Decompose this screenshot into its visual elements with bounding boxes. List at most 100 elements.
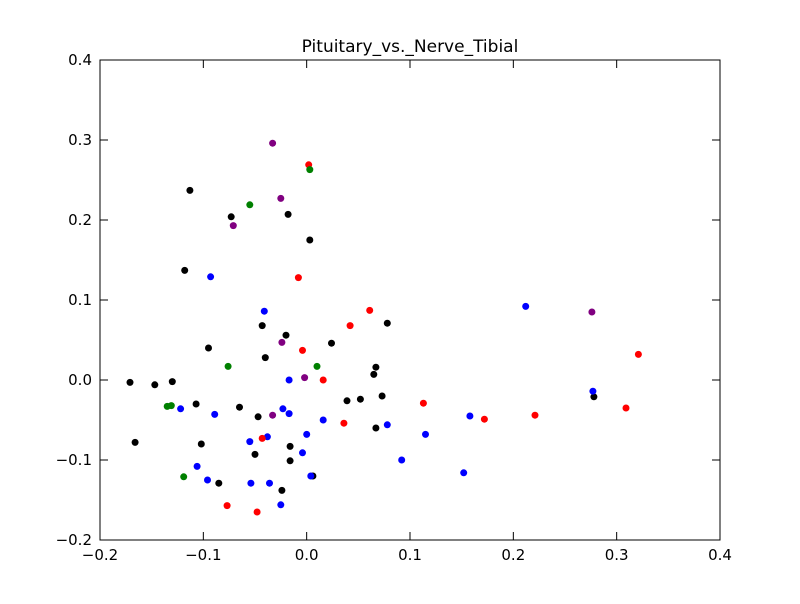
data-point-series-3 [224, 362, 232, 370]
x-tick-label: 0.0 [295, 546, 319, 564]
y-tick-label: 0.4 [68, 51, 92, 69]
data-point-series-0 [151, 381, 159, 389]
x-tick-label: −0.1 [185, 546, 221, 564]
data-point-series-1 [422, 430, 429, 438]
data-point-series-4 [588, 308, 596, 316]
data-point-series-0 [236, 403, 243, 411]
data-point-series-1 [319, 416, 327, 424]
x-tick-label: 0.2 [501, 546, 525, 564]
data-point-series-0 [192, 400, 200, 408]
data-points [126, 139, 642, 516]
data-point-series-1 [285, 376, 293, 384]
data-point-series-4 [229, 222, 237, 230]
data-point-series-0 [286, 457, 294, 465]
data-point-series-0 [370, 370, 378, 378]
data-point-series-0 [278, 486, 286, 494]
data-point-series-0 [356, 395, 364, 403]
data-point-series-2 [634, 350, 642, 358]
data-point-series-4 [269, 139, 277, 147]
data-point-series-0 [590, 393, 598, 401]
y-tick-label: 0.2 [68, 211, 92, 229]
data-point-series-1 [266, 479, 273, 487]
data-point-series-2 [319, 376, 327, 384]
data-point-series-0 [254, 413, 262, 421]
data-point-series-1 [398, 456, 406, 464]
data-point-series-1 [299, 449, 306, 457]
data-point-series-1 [177, 405, 185, 413]
data-point-series-1 [207, 273, 215, 281]
data-point-series-1 [522, 302, 530, 310]
data-point-series-2 [294, 274, 302, 282]
data-point-series-1 [307, 472, 315, 480]
data-point-series-0 [306, 236, 314, 244]
data-point-series-0 [284, 210, 292, 218]
data-point-series-2 [223, 502, 231, 510]
data-point-series-2 [531, 411, 539, 419]
data-point-series-0 [227, 213, 235, 221]
data-point-series-0 [215, 479, 223, 487]
data-point-series-0 [186, 186, 194, 194]
data-point-series-3 [180, 473, 188, 481]
data-point-series-2 [340, 419, 348, 427]
data-point-series-1 [211, 410, 219, 418]
data-point-series-2 [480, 415, 488, 423]
y-tick-label: 0.3 [68, 131, 92, 149]
data-point-series-0 [197, 440, 205, 448]
data-point-series-1 [285, 410, 293, 418]
data-point-series-2 [366, 306, 374, 314]
data-point-series-3 [246, 201, 254, 209]
data-point-series-1 [383, 421, 391, 429]
data-point-series-2 [346, 322, 354, 330]
data-point-series-1 [277, 501, 285, 509]
y-tick-label: −0.2 [56, 531, 92, 549]
x-tick-label: 0.4 [708, 546, 732, 564]
data-point-series-1 [460, 469, 468, 477]
data-point-series-0 [372, 363, 380, 371]
data-point-series-0 [378, 392, 386, 400]
data-point-series-0 [372, 424, 380, 432]
data-point-series-3 [313, 362, 321, 370]
data-point-series-1 [279, 405, 287, 413]
y-tick-label: −0.1 [56, 451, 92, 469]
x-tick-label: 0.1 [398, 546, 422, 564]
data-point-series-2 [253, 508, 261, 516]
data-point-series-0 [383, 319, 391, 327]
data-point-series-1 [466, 412, 474, 420]
data-point-series-2 [622, 404, 630, 412]
data-point-series-2 [299, 346, 306, 354]
data-point-series-0 [251, 450, 259, 458]
chart-title: Pituitary_vs._Nerve_Tibial [302, 37, 519, 57]
data-point-series-0 [181, 266, 189, 274]
data-point-series-2 [419, 399, 427, 407]
data-point-series-0 [258, 322, 266, 330]
data-point-series-0 [168, 378, 176, 386]
x-tick-label: 0.3 [605, 546, 629, 564]
data-point-series-1 [246, 438, 254, 446]
data-point-series-4 [301, 374, 309, 382]
data-point-series-4 [277, 194, 285, 202]
x-tick-label: −0.2 [82, 546, 118, 564]
data-point-series-3 [306, 166, 314, 174]
axis-ticks: −0.2 −0.1 0.0 0.1 0.2 0.3 0.4 −0.2 −0.1 0.0 0.1 0.2… [56, 51, 732, 564]
data-point-series-1 [204, 476, 211, 484]
y-tick-label: 0.0 [68, 371, 92, 389]
data-point-series-1 [260, 307, 268, 315]
data-point-series-0 [261, 354, 269, 362]
data-point-series-1 [589, 387, 597, 395]
data-point-series-0 [286, 442, 294, 450]
data-point-series-0 [328, 339, 335, 347]
y-tick-label: 0.1 [68, 291, 92, 309]
data-point-series-0 [343, 397, 351, 405]
data-point-series-0 [131, 438, 139, 446]
data-point-series-4 [278, 338, 286, 346]
data-point-series-0 [205, 344, 212, 352]
data-point-series-0 [126, 378, 134, 386]
data-point-series-1 [193, 462, 201, 470]
data-point-series-4 [269, 411, 277, 419]
data-point-series-1 [303, 430, 311, 438]
data-point-series-0 [282, 331, 290, 339]
data-point-series-3 [167, 402, 175, 410]
